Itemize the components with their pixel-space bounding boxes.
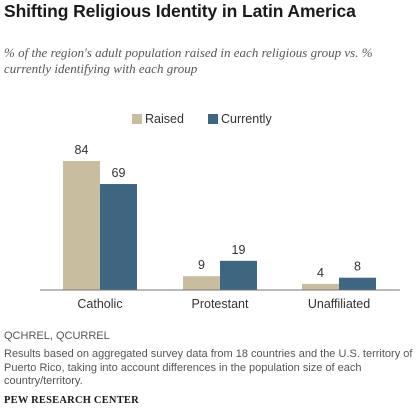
value-label-unaffiliated-currently: 8 [354, 260, 361, 274]
bar-protestant-currently [220, 260, 257, 290]
value-label-catholic-raised: 84 [75, 143, 89, 157]
chart-title: Shifting Religious Identity in Latin Ame… [4, 1, 356, 21]
source-credit: PEW RESEARCH CENTER [4, 395, 139, 406]
methodology-note: Results based on aggregated survey data … [4, 348, 413, 387]
legend-label-currently: Currently [221, 112, 272, 126]
category-label-catholic: Catholic [77, 297, 122, 311]
bar-protestant-raised [183, 276, 220, 290]
question-codes: QCHREL, QCURREL [4, 330, 110, 342]
value-label-protestant-raised: 9 [198, 258, 205, 272]
category-label-unaffiliated: Unaffiliated [308, 297, 370, 311]
bar-unaffiliated-raised [302, 283, 339, 290]
bar-unaffiliated-currently [339, 277, 376, 290]
chart-legend: Raised Currently [132, 112, 272, 126]
bar-catholic-raised [63, 161, 100, 290]
category-labels: Catholic Protestant Unaffiliated [77, 297, 370, 311]
chart-subtitle: % of the region's adult population raise… [4, 45, 373, 76]
legend-swatch-currently [208, 114, 218, 124]
bar-chart: Raised Currently 84 69 9 19 4 8 Catholic Protes… [40, 112, 400, 311]
category-label-protestant: Protestant [192, 297, 250, 311]
value-label-protestant-currently: 19 [232, 243, 246, 257]
legend-swatch-raised [132, 114, 142, 124]
legend-label-raised: Raised [145, 112, 184, 126]
bar-catholic-currently [100, 184, 137, 290]
value-label-unaffiliated-raised: 4 [317, 266, 324, 280]
value-label-catholic-currently: 69 [112, 166, 126, 180]
chart-bars: 84 69 9 19 4 8 [63, 143, 376, 290]
